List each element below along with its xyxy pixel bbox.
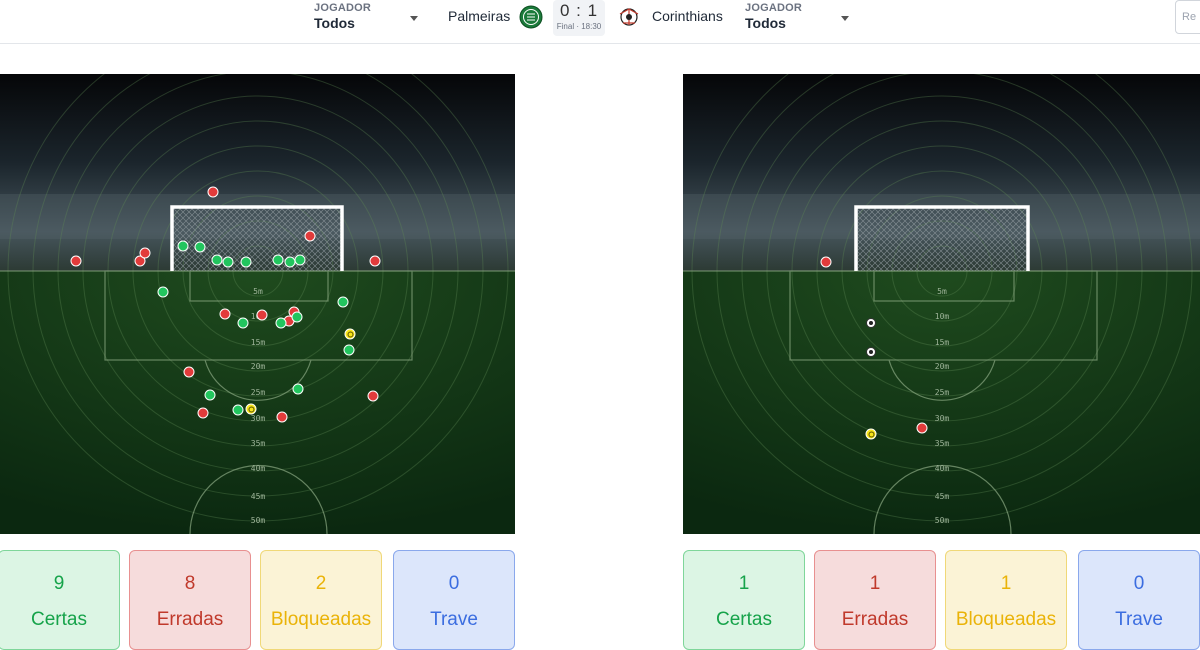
distance-label: 20m — [251, 362, 266, 371]
shot-marker-bloqueada[interactable] — [865, 428, 877, 440]
distance-label: 30m — [935, 414, 950, 423]
home-bloqueadas-card[interactable]: 2 Bloqueadas — [260, 550, 382, 650]
shot-marker-errada[interactable] — [369, 255, 381, 267]
away-trave-card[interactable]: 0 Trave — [1078, 550, 1200, 650]
distance-label: 5m — [253, 287, 263, 296]
shot-marker-certa[interactable] — [240, 256, 252, 268]
away-player-select[interactable]: JOGADOR Todos — [745, 2, 885, 38]
palmeiras-crest-icon — [519, 5, 543, 29]
shot-marker-certa[interactable] — [204, 389, 216, 401]
away-erradas-card[interactable]: 1 Erradas — [814, 550, 936, 650]
shot-marker-certa[interactable] — [157, 286, 169, 298]
shot-marker-errada[interactable] — [183, 366, 195, 378]
chevron-down-icon — [410, 16, 418, 21]
scoreboard: 0 : 1 Final · 18:30 — [553, 0, 605, 36]
stat-label: Bloqueadas — [270, 609, 372, 630]
shot-marker-errada[interactable] — [304, 230, 316, 242]
stat-label: Trave — [1115, 609, 1163, 630]
shot-marker-certa[interactable] — [294, 254, 306, 266]
home-player-value: Todos — [314, 15, 355, 31]
shot-marker-certa[interactable] — [222, 256, 234, 268]
distance-label: 45m — [935, 492, 950, 501]
away-bloqueadas-card[interactable]: 1 Bloqueadas — [945, 550, 1067, 650]
shot-marker-errada[interactable] — [197, 407, 209, 419]
ball-icon[interactable] — [866, 318, 876, 328]
shot-marker-certa[interactable] — [177, 240, 189, 252]
home-erradas-card[interactable]: 8 Erradas — [129, 550, 251, 650]
distance-label: 5m — [937, 287, 947, 296]
shot-marker-certa[interactable] — [343, 344, 355, 356]
match-header: JOGADOR Todos Palmeiras 0 : 1 Final · 18… — [0, 0, 1200, 44]
away-player-label: JOGADOR — [745, 2, 803, 14]
distance-label: 40m — [935, 464, 950, 473]
home-trave-card[interactable]: 0 Trave — [393, 550, 515, 650]
distance-label: 30m — [251, 414, 266, 423]
shot-marker-errada[interactable] — [916, 422, 928, 434]
shot-marker-errada[interactable] — [207, 186, 219, 198]
distance-label: 50m — [935, 516, 950, 525]
shot-marker-certa[interactable] — [275, 317, 287, 329]
stat-label: Certas — [31, 609, 87, 630]
stat-value: 0 — [448, 573, 460, 594]
shot-marker-certa[interactable] — [337, 296, 349, 308]
shot-marker-errada[interactable] — [70, 255, 82, 267]
shot-marker-bloqueada[interactable] — [245, 403, 257, 415]
shot-marker-errada[interactable] — [276, 411, 288, 423]
distance-label: 50m — [251, 516, 266, 525]
stat-value: 2 — [315, 573, 327, 594]
shot-marker-errada[interactable] — [820, 256, 832, 268]
stat-value: 1 — [738, 573, 750, 594]
stat-label: Certas — [716, 609, 772, 630]
away-certas-card[interactable]: 1 Certas — [683, 550, 805, 650]
away-shot-map: 5m 10m 15m 20m 25m 30m 35m 40m 45m 50m — [683, 74, 1200, 534]
distance-label: 25m — [251, 388, 266, 397]
shot-marker-errada[interactable] — [219, 308, 231, 320]
shot-marker-certa[interactable] — [211, 254, 223, 266]
stat-value: 1 — [1000, 573, 1012, 594]
stat-value: 0 — [1133, 573, 1145, 594]
match-status: Final · 18:30 — [556, 22, 602, 31]
distance-label: 10m — [935, 312, 950, 321]
chevron-down-icon — [841, 16, 849, 21]
stat-value: 8 — [184, 573, 196, 594]
distance-label: 35m — [251, 439, 266, 448]
stat-label: Erradas — [156, 609, 224, 630]
home-certas-card[interactable]: 9 Certas — [0, 550, 120, 650]
shot-marker-errada[interactable] — [139, 247, 151, 259]
distance-label: 40m — [251, 464, 266, 473]
distance-label: 20m — [935, 362, 950, 371]
search-input[interactable]: Re — [1175, 0, 1200, 34]
distance-label: 15m — [251, 338, 266, 347]
match-score: 0 : 1 — [559, 1, 599, 20]
pitch-graphic: 5m 10m 15m 20m 25m 30m 35m 40m 45m 50m — [683, 74, 1200, 534]
shot-marker-errada[interactable] — [256, 309, 268, 321]
home-player-label: JOGADOR — [314, 2, 372, 14]
shot-marker-bloqueada[interactable] — [344, 328, 356, 340]
distance-label: 15m — [935, 338, 950, 347]
stat-label: Trave — [430, 609, 478, 630]
stat-value: 9 — [53, 573, 65, 594]
shot-marker-certa[interactable] — [194, 241, 206, 253]
ball-icon[interactable] — [866, 347, 876, 357]
distance-label: 35m — [935, 439, 950, 448]
stat-value: 1 — [869, 573, 881, 594]
shot-marker-certa[interactable] — [232, 404, 244, 416]
distance-label: 45m — [251, 492, 266, 501]
home-player-select[interactable]: JOGADOR Todos — [314, 2, 454, 38]
away-player-value: Todos — [745, 15, 786, 31]
shot-marker-certa[interactable] — [237, 317, 249, 329]
shot-marker-certa[interactable] — [291, 311, 303, 323]
shot-marker-certa[interactable] — [292, 383, 304, 395]
shot-marker-errada[interactable] — [367, 390, 379, 402]
corinthians-crest-icon — [619, 8, 639, 26]
distance-label: 25m — [935, 388, 950, 397]
stat-label: Erradas — [841, 609, 909, 630]
shot-marker-certa[interactable] — [272, 254, 284, 266]
away-team-name: Corinthians — [652, 8, 723, 24]
home-team-name: Palmeiras — [448, 8, 511, 24]
stat-label: Bloqueadas — [955, 609, 1057, 630]
